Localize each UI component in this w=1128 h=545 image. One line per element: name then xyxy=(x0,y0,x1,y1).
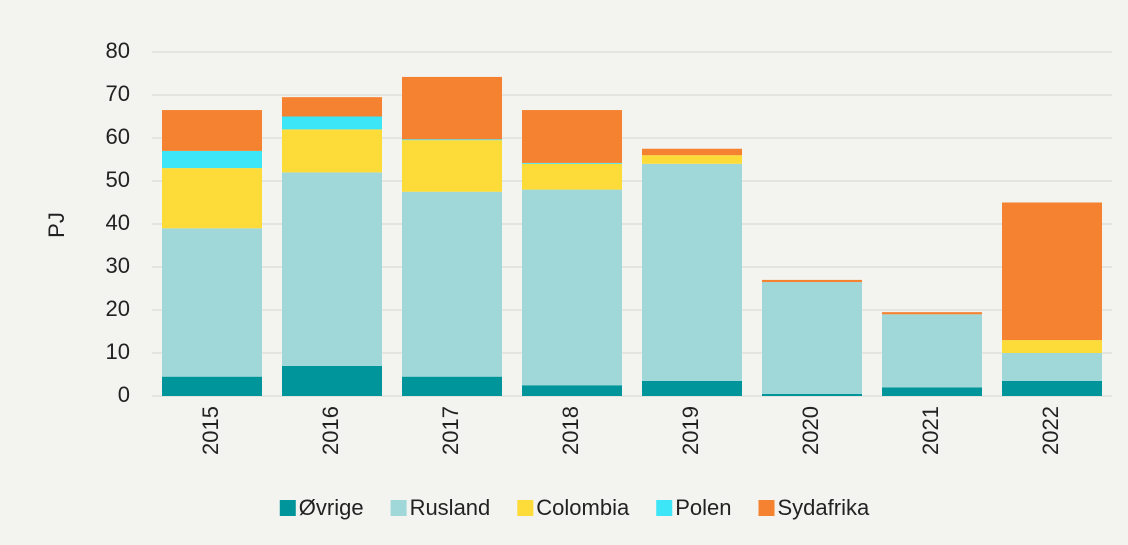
x-tick-label: 2015 xyxy=(198,406,223,455)
bar-segment xyxy=(162,228,262,377)
x-tick-label: 2016 xyxy=(318,406,343,455)
legend-swatch xyxy=(517,500,534,516)
legend-label: Colombia xyxy=(536,495,630,520)
bar-segment xyxy=(1002,202,1102,341)
bar-segment xyxy=(402,191,502,377)
bar-segment xyxy=(402,376,502,396)
x-tick-label: 2018 xyxy=(558,406,583,455)
bar-segment xyxy=(282,172,382,366)
y-tick-label: 50 xyxy=(106,167,130,192)
bar-segment xyxy=(282,129,382,173)
bar-segment xyxy=(282,116,382,130)
bar-segment xyxy=(162,110,262,151)
y-tick-label: 0 xyxy=(118,382,130,407)
bar-segment xyxy=(762,282,862,394)
y-axis-label: PJ xyxy=(44,212,69,238)
bar-segment xyxy=(402,139,502,141)
legend-swatch xyxy=(656,500,673,516)
bar-segment xyxy=(402,140,502,192)
legend-label: Polen xyxy=(675,495,731,520)
x-tick-label: 2017 xyxy=(438,406,463,455)
legend-label: Rusland xyxy=(410,495,491,520)
bar-segment xyxy=(642,155,742,164)
y-tick-label: 30 xyxy=(106,253,130,278)
y-tick-label: 80 xyxy=(106,38,130,63)
legend-label: Øvrige xyxy=(299,495,364,520)
bar-segment xyxy=(162,150,262,169)
x-tick-label: 2019 xyxy=(678,406,703,455)
legend-label: Sydafrika xyxy=(778,495,870,520)
bar-segment xyxy=(522,385,622,396)
y-tick-label: 70 xyxy=(106,81,130,106)
y-tick-label: 10 xyxy=(106,339,130,364)
legend-swatch xyxy=(758,500,775,516)
bar-segment xyxy=(522,163,622,190)
y-tick-label: 60 xyxy=(106,124,130,149)
bar-segment xyxy=(522,162,622,164)
bar-segment xyxy=(162,376,262,396)
bar-segment xyxy=(762,279,862,283)
x-tick-label: 2022 xyxy=(1038,406,1063,455)
bar-segment xyxy=(402,76,502,140)
bar-segment xyxy=(882,387,982,396)
bar-segment xyxy=(162,168,262,229)
bar-segment xyxy=(282,97,382,117)
bar-segment xyxy=(522,189,622,386)
y-tick-label: 20 xyxy=(106,296,130,321)
y-tick-label: 40 xyxy=(106,210,130,235)
bar-segment xyxy=(1002,380,1102,396)
bar-segment xyxy=(642,380,742,396)
x-tick-label: 2020 xyxy=(798,406,823,455)
bar-segment xyxy=(1002,340,1102,353)
bar-segment xyxy=(282,365,382,396)
bar-segment xyxy=(522,110,622,163)
bar-segment xyxy=(882,314,982,388)
x-tick-label: 2021 xyxy=(918,406,943,455)
legend-swatch xyxy=(390,500,407,516)
bar-segment xyxy=(882,312,982,315)
bar-segment xyxy=(762,393,862,396)
bar-segment xyxy=(1002,353,1102,381)
bar-segment xyxy=(642,163,742,381)
legend-swatch xyxy=(279,500,296,516)
bar-segment xyxy=(642,148,742,156)
